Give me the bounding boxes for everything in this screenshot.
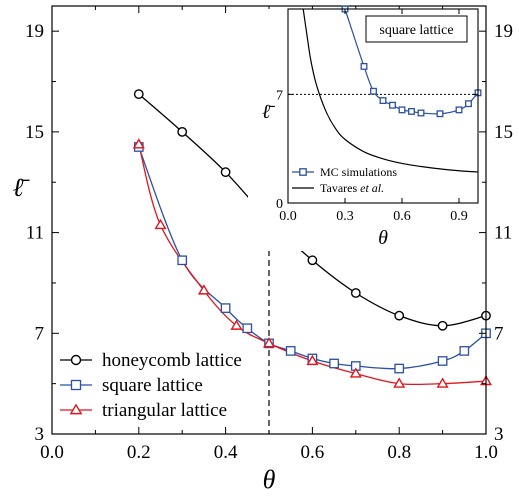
inset-series-line-1 bbox=[302, 8, 479, 173]
x-tick-label: 0.6 bbox=[301, 442, 325, 463]
legend-label: square lattice bbox=[102, 375, 203, 396]
data-point bbox=[285, 346, 296, 356]
y-tick-label: 15 bbox=[25, 122, 44, 143]
data-point bbox=[393, 377, 406, 388]
inset-data-point bbox=[398, 106, 406, 114]
legend-marker bbox=[69, 403, 83, 415]
legend-label: honeycomb lattice bbox=[102, 350, 242, 371]
inset-x-tick-label: 0.6 bbox=[393, 209, 411, 224]
x-axis-label: θ bbox=[263, 465, 276, 494]
data-point bbox=[350, 288, 361, 298]
x-tick-label: 0.2 bbox=[127, 442, 151, 463]
inset-legend-label-italic: et al. bbox=[360, 181, 384, 195]
y-tick-label: 3 bbox=[35, 424, 45, 445]
y-tick-label-right: 3 bbox=[494, 424, 504, 445]
inset-legend-marker bbox=[299, 168, 307, 176]
inset-data-point bbox=[465, 100, 472, 108]
y-tick-label-right: 19 bbox=[494, 21, 513, 42]
y-tick-label-right: 11 bbox=[494, 223, 512, 244]
inset-legend-label: MC simulations bbox=[320, 165, 397, 179]
y-tick-label: 19 bbox=[25, 21, 44, 42]
data-point bbox=[177, 126, 188, 137]
legend-marker bbox=[70, 354, 82, 366]
data-point bbox=[220, 303, 231, 313]
data-point bbox=[133, 89, 144, 100]
data-point bbox=[307, 255, 318, 266]
inset-data-point bbox=[379, 97, 387, 105]
main-markers bbox=[132, 89, 493, 388]
y-tick-label: 7 bbox=[35, 323, 45, 344]
series-line-2 bbox=[138, 144, 487, 386]
data-point bbox=[329, 358, 339, 369]
y-tick-label-right: 7 bbox=[494, 323, 504, 344]
data-point bbox=[177, 255, 188, 266]
data-point bbox=[262, 337, 276, 348]
inset-plot-frame bbox=[287, 8, 479, 204]
data-point bbox=[437, 320, 448, 331]
inset-data-point bbox=[436, 110, 444, 118]
y-tick-label: 11 bbox=[26, 223, 44, 244]
inset-title-box bbox=[365, 15, 468, 43]
data-point bbox=[220, 167, 231, 178]
data-point bbox=[306, 354, 319, 366]
data-point bbox=[197, 284, 210, 295]
inset-y-tick-label: 7 bbox=[276, 88, 283, 103]
inset-legend-label: Tavares et al. bbox=[320, 181, 384, 195]
data-point bbox=[242, 323, 253, 334]
inset-data-point bbox=[370, 87, 377, 95]
inset-x-tick-label: 0.3 bbox=[336, 209, 354, 224]
main-legend: honeycomb lattice square lattice triangula… bbox=[60, 350, 242, 421]
x-tick-label: 0.4 bbox=[214, 442, 238, 463]
inset-data-point bbox=[408, 107, 415, 115]
x-tick-label: 0.8 bbox=[387, 442, 411, 463]
legend-label: triangular lattice bbox=[102, 400, 227, 421]
x-tick-label: 1.0 bbox=[474, 442, 498, 463]
data-point bbox=[437, 356, 448, 366]
inset-x-axis-label: θ bbox=[378, 227, 388, 249]
data-point bbox=[230, 319, 243, 330]
y-tick-label-right: 15 bbox=[494, 122, 513, 143]
inset-y-tick-label: 0 bbox=[276, 197, 283, 212]
data-point bbox=[394, 363, 405, 374]
data-point bbox=[459, 346, 470, 356]
x-tick-label: 0.0 bbox=[40, 442, 64, 463]
inset-data-point bbox=[389, 101, 396, 109]
inset-data-point bbox=[360, 62, 368, 70]
inset-data-point bbox=[455, 106, 463, 114]
inset-legend: MC simulations Tavares et al. bbox=[292, 165, 397, 195]
legend-marker bbox=[70, 379, 82, 391]
data-point bbox=[132, 138, 145, 149]
data-point bbox=[394, 310, 405, 321]
inset-x-tick-label: 0.0 bbox=[279, 209, 297, 224]
data-point bbox=[349, 367, 362, 378]
inset-legend-label-prefix: Tavares bbox=[320, 181, 360, 195]
inset-background bbox=[248, 9, 479, 251]
inset-title: square lattice bbox=[379, 23, 453, 38]
inset-x-tick-label: 0.9 bbox=[450, 209, 468, 224]
inset-data-point bbox=[417, 109, 425, 117]
data-point bbox=[154, 218, 167, 230]
data-point bbox=[436, 377, 449, 388]
